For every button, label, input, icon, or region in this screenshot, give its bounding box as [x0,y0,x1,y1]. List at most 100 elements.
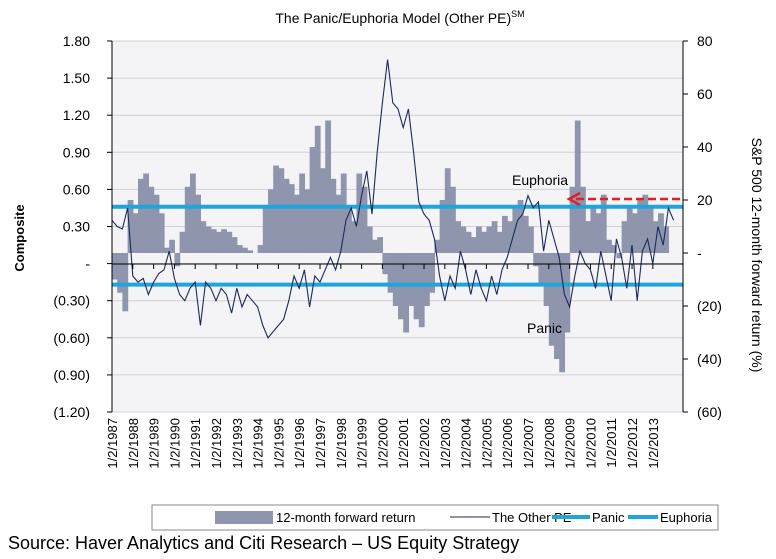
return-bar [507,221,514,253]
return-bar [429,253,436,293]
x-tick-label: 1/2/1997 [313,418,328,469]
x-tick-label: 1/2/1998 [334,418,349,469]
right-tick-label: 60 [697,86,713,102]
return-bar [517,200,524,253]
x-tick-label: 1/2/2008 [542,418,557,469]
return-bar [153,194,160,253]
return-bar [564,253,571,333]
return-bar [637,200,644,253]
right-tick-label: (20) [697,298,722,314]
return-bar [190,173,196,253]
right-tick-label: 80 [697,33,713,49]
return-bar [309,147,316,253]
x-tick-label: 1/2/1995 [271,418,286,469]
return-bar [236,245,243,253]
return-bar [262,205,269,253]
return-bar [486,226,493,253]
x-tick-label: 1/2/2005 [479,418,494,469]
return-bar [278,168,285,253]
return-bar [600,194,607,253]
return-bar [559,253,566,373]
return-bar [294,194,300,253]
return-bar [273,165,280,253]
chart-title: The Panic/Euphoria Model (Other PE)SM [275,9,524,26]
return-bar [439,200,446,253]
return-bar [231,237,238,253]
return-bar [569,186,576,253]
return-bar [595,213,602,253]
return-bar [658,213,664,253]
x-tick-label: 1/2/2001 [396,418,411,469]
return-bar [164,247,170,253]
return-bar [616,253,623,259]
return-bar [460,226,467,253]
return-bar [574,120,581,253]
return-bar [184,186,191,253]
return-bar [611,245,618,253]
right-axis-title: S&P 500 12-month forward return (%) [749,138,765,373]
return-bar [143,173,150,253]
return-bar [366,226,373,253]
return-bar [257,245,264,253]
return-bar [158,213,165,253]
right-tick-label: - [697,245,702,261]
left-tick-label: (0.30) [53,293,90,309]
return-bar [174,253,181,267]
return-bar [465,231,472,253]
x-tick-label: 1/2/1988 [126,418,141,469]
return-bar [543,253,550,306]
x-tick-label: 1/2/2007 [521,418,536,469]
x-tick-label: 1/2/2004 [459,418,474,469]
return-bar [138,178,144,253]
right-tick-label: (40) [697,351,722,367]
legend-label-euphoria: Euphoria [660,510,713,525]
return-bar [356,173,363,253]
return-bar [325,120,332,253]
return-bar [580,186,586,253]
return-bar [392,253,399,306]
return-bar [408,253,415,306]
other-pe-line [111,59,675,339]
x-tick-label: 1/2/2009 [563,418,578,469]
return-bar [200,221,207,253]
return-bar [528,226,534,253]
legend-label-panic: Panic [592,510,625,525]
return-bar [626,205,633,253]
right-tick-label: 40 [697,139,713,155]
return-bar [606,239,612,253]
left-tick-label: 0.30 [63,219,90,235]
return-bar [216,231,222,253]
left-tick-label: - [85,256,90,272]
return-bar [377,237,384,253]
return-bar [642,194,649,253]
return-bar [112,253,118,280]
return-bar [496,231,503,253]
legend: 12-month forward return The Other PE Pan… [151,504,719,531]
left-tick-label: 0.60 [63,181,90,197]
x-tick-label: 1/2/1992 [209,418,224,469]
return-bar [320,168,326,253]
return-bar [221,229,228,253]
return-bar [330,178,337,253]
return-bar [205,226,212,253]
return-bar [179,231,186,253]
annotation-panic: Panic [527,320,562,336]
source-note: Source: Haver Analytics and Citi Researc… [8,533,520,553]
return-bar [522,215,529,253]
return-bar [268,189,274,253]
return-bar [652,221,659,253]
legend-label-other-pe: The Other PE [492,510,572,525]
return-bar [148,186,155,253]
left-tick-label: 0.90 [63,144,90,160]
return-bar [335,194,342,253]
return-bar [247,250,254,253]
return-bar [470,237,477,253]
left-axis-title: Composite [12,204,27,271]
return-bar [351,221,358,253]
left-tick-label: 1.20 [63,107,90,123]
return-bar [210,229,217,253]
left-tick-label: 1.80 [63,33,90,49]
return-bar [122,253,129,312]
x-tick-label: 1/2/2011 [604,418,619,468]
return-bar [346,205,352,253]
